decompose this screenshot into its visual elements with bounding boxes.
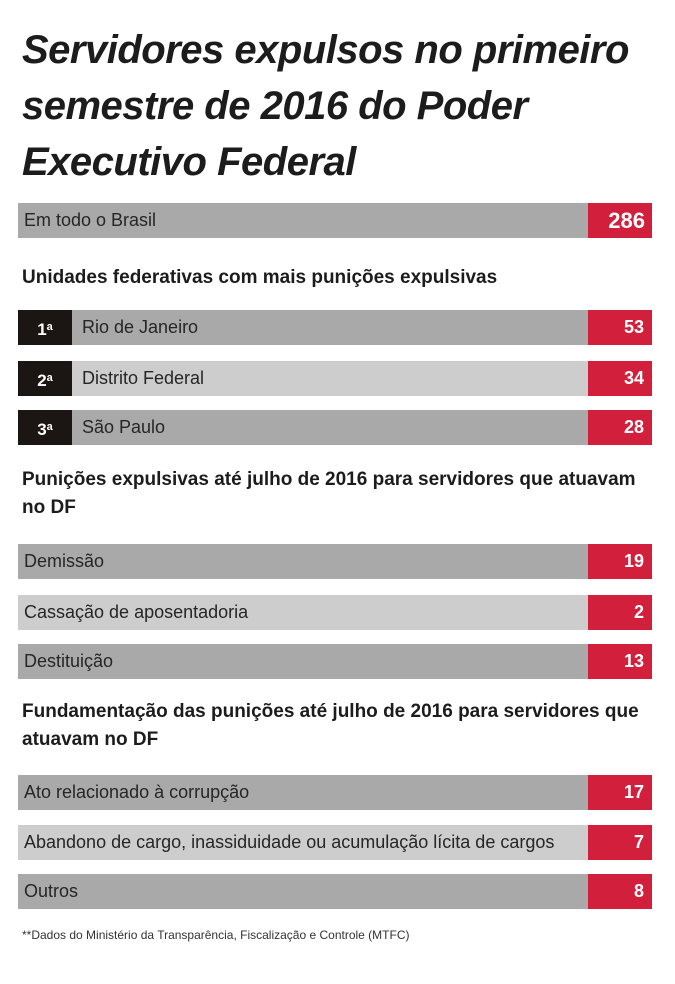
total-value: 286 [588, 203, 652, 238]
table-row: Ato relacionado à corrupção 17 [18, 775, 652, 810]
section-title-fundamentacao: Fundamentação das punições até julho de … [22, 701, 639, 750]
rank-badge: 2a [18, 361, 72, 396]
row-label: São Paulo [82, 417, 166, 437]
row-label: Rio de Janeiro [82, 317, 199, 337]
row-label: Distrito Federal [82, 368, 205, 388]
row-value: 19 [588, 544, 652, 579]
row-value: 7 [588, 825, 652, 860]
rank-badge: 1a [18, 310, 72, 345]
table-row: 3a São Paulo 28 [18, 410, 652, 445]
row-bar [18, 544, 588, 579]
row-value: 34 [588, 361, 652, 396]
rank-badge: 3a [18, 410, 72, 445]
row-value: 8 [588, 874, 652, 909]
row-label: Ato relacionado à corrupção [24, 782, 250, 802]
table-row: 1a Rio de Janeiro 53 [18, 310, 652, 345]
table-row: Abandono de cargo, inassiduidade ou acum… [18, 825, 652, 860]
rank-suffix: a [46, 372, 53, 384]
section-title-punicoes: Punições expulsivas até julho de 2016 pa… [22, 469, 636, 518]
rank-suffix: a [46, 421, 53, 433]
row-bar [18, 644, 588, 679]
row-bar [18, 310, 588, 345]
rank-number: 2 [37, 371, 47, 390]
table-row: Cassação de aposentadoria 2 [18, 595, 652, 630]
row-bar [18, 361, 588, 396]
row-label: Outros [24, 881, 79, 901]
row-value: 17 [588, 775, 652, 810]
footnote: **Dados do Ministério da Transparência, … [22, 928, 410, 942]
table-row: Destituição 13 [18, 644, 652, 679]
total-row: Em todo o Brasil 286 [18, 203, 652, 238]
table-row: Outros 8 [18, 874, 652, 909]
total-label: Em todo o Brasil [24, 210, 157, 230]
row-label: Cassação de aposentadoria [24, 602, 249, 622]
row-value: 13 [588, 644, 652, 679]
row-bar [18, 410, 588, 445]
rank-suffix: a [46, 321, 53, 333]
row-bar [18, 874, 588, 909]
row-value: 53 [588, 310, 652, 345]
row-bar [18, 825, 588, 860]
table-row: Demissão 19 [18, 544, 652, 579]
page-title: Servidores expulsos no primeiro semestre… [22, 28, 629, 184]
section-title-ufs: Unidades federativas com mais punições e… [22, 267, 498, 288]
row-label: Destituição [24, 651, 114, 671]
rank-number: 1 [37, 320, 47, 339]
row-bar [18, 775, 588, 810]
row-label: Demissão [24, 551, 105, 571]
rank-number: 3 [37, 420, 47, 439]
row-value: 28 [588, 410, 652, 445]
row-label: Abandono de cargo, inassiduidade ou acum… [24, 832, 555, 852]
table-row: 2a Distrito Federal 34 [18, 361, 652, 396]
total-bar [18, 203, 588, 238]
row-bar [18, 595, 588, 630]
row-value: 2 [588, 595, 652, 630]
